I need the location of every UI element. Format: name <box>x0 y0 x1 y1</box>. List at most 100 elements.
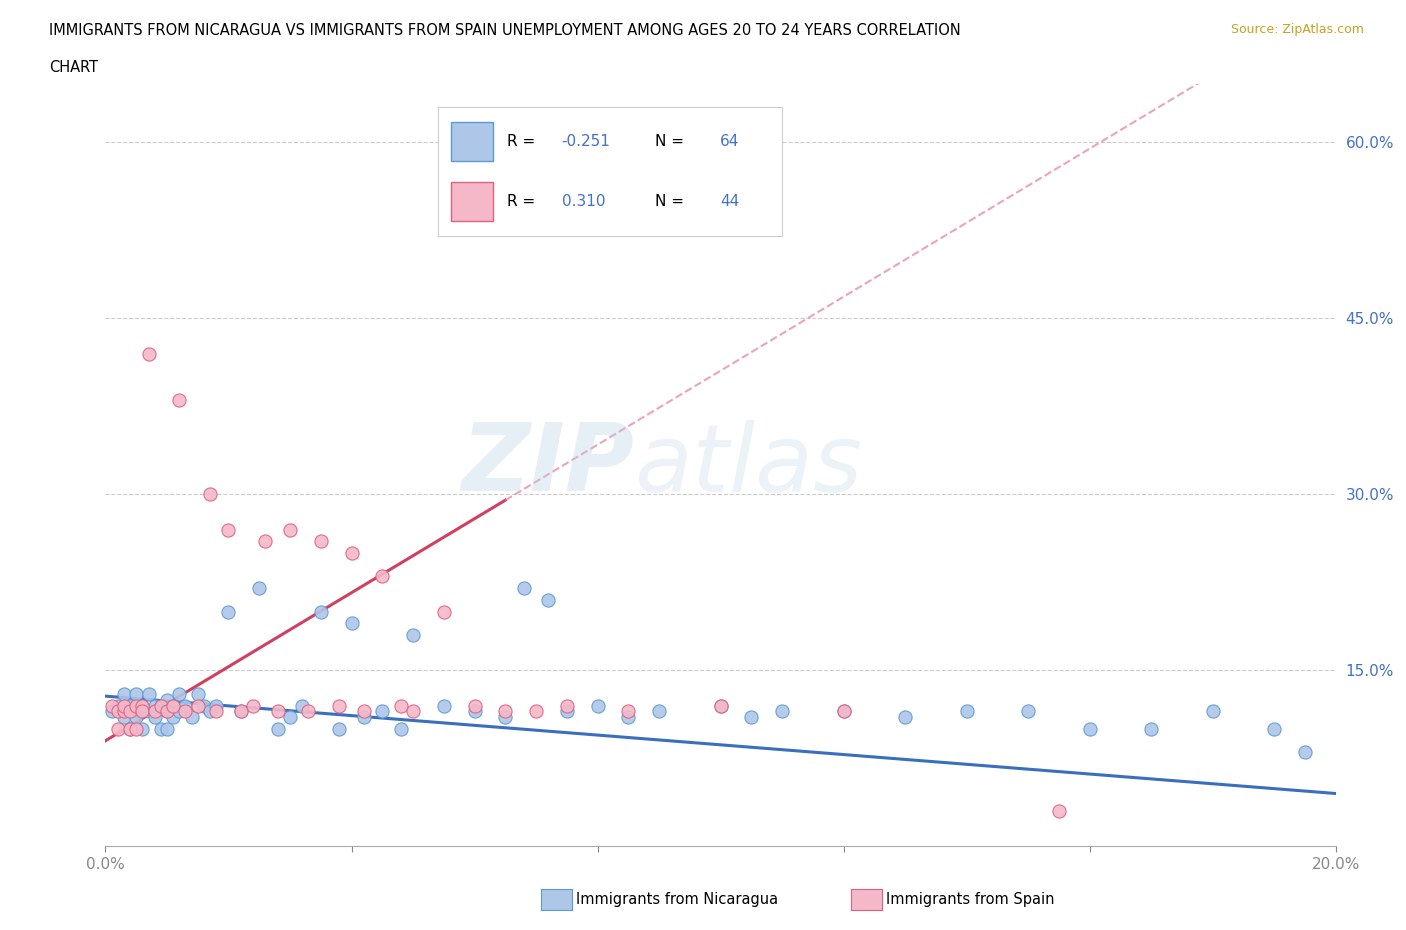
Point <box>402 628 425 643</box>
Point <box>770 704 793 719</box>
Point <box>107 704 129 719</box>
Text: Immigrants from Nicaragua: Immigrants from Nicaragua <box>576 892 779 907</box>
Point <box>328 698 350 713</box>
Text: atlas: atlas <box>634 419 863 511</box>
Point <box>537 592 560 607</box>
Point <box>740 710 762 724</box>
Point <box>107 698 129 713</box>
Point <box>524 704 547 719</box>
Point <box>254 534 277 549</box>
Point <box>138 346 160 361</box>
Point <box>187 698 209 713</box>
Point <box>120 698 141 713</box>
Point <box>149 698 172 713</box>
Point <box>169 393 191 408</box>
Point <box>464 704 486 719</box>
Point <box>174 698 197 713</box>
Point <box>402 704 425 719</box>
Point <box>267 704 290 719</box>
Point <box>125 686 148 701</box>
Point <box>513 580 536 595</box>
Text: Source: ZipAtlas.com: Source: ZipAtlas.com <box>1230 23 1364 36</box>
Point <box>389 698 412 713</box>
Point <box>198 487 221 502</box>
Point <box>180 710 202 724</box>
Point <box>278 522 301 537</box>
Point <box>138 704 160 719</box>
Text: CHART: CHART <box>49 60 98 75</box>
Point <box>464 698 486 713</box>
Point <box>229 704 252 719</box>
Point <box>242 698 264 713</box>
Point <box>138 686 160 701</box>
Point <box>100 704 122 719</box>
Point <box>371 704 394 719</box>
Point <box>371 569 394 584</box>
Point <box>832 704 855 719</box>
Point <box>125 698 148 713</box>
Point <box>710 698 733 713</box>
Point <box>389 722 412 737</box>
Point <box>131 698 153 713</box>
Point <box>278 710 301 724</box>
Point <box>131 698 153 713</box>
Point <box>187 686 209 701</box>
Point <box>131 722 153 737</box>
Point <box>156 722 179 737</box>
Point <box>1294 745 1316 760</box>
Point <box>353 710 375 724</box>
Point <box>1263 722 1285 737</box>
Point <box>340 546 363 561</box>
Point <box>291 698 314 713</box>
Point <box>494 710 516 724</box>
Text: IMMIGRANTS FROM NICARAGUA VS IMMIGRANTS FROM SPAIN UNEMPLOYMENT AMONG AGES 20 TO: IMMIGRANTS FROM NICARAGUA VS IMMIGRANTS … <box>49 23 960 38</box>
Point <box>131 704 153 719</box>
Point <box>107 722 129 737</box>
Point <box>205 704 228 719</box>
Point <box>267 722 290 737</box>
Point <box>433 604 456 619</box>
Point <box>617 704 640 719</box>
Text: ZIP: ZIP <box>461 419 634 511</box>
Point <box>112 686 135 701</box>
Point <box>156 704 179 719</box>
Point <box>156 704 179 719</box>
Point <box>169 686 191 701</box>
Point <box>143 704 166 719</box>
Point <box>710 698 733 713</box>
Point <box>125 704 148 719</box>
Point <box>433 698 456 713</box>
Point <box>125 722 148 737</box>
Point <box>894 710 917 724</box>
Point <box>494 704 516 719</box>
Point <box>1017 704 1039 719</box>
Point <box>353 704 375 719</box>
Point <box>1078 722 1101 737</box>
Point <box>125 710 148 724</box>
Point <box>1047 804 1070 818</box>
Point <box>309 534 332 549</box>
Point <box>120 722 141 737</box>
Point <box>555 704 578 719</box>
Point <box>328 722 350 737</box>
Point <box>143 710 166 724</box>
Point <box>156 692 179 707</box>
Point <box>162 698 184 713</box>
Point <box>120 722 141 737</box>
Point <box>198 704 221 719</box>
Point <box>229 704 252 719</box>
Point <box>143 698 166 713</box>
Point <box>162 710 184 724</box>
Point <box>218 522 240 537</box>
Point <box>169 704 191 719</box>
Point <box>100 698 122 713</box>
Point <box>112 704 135 719</box>
Text: Immigrants from Spain: Immigrants from Spain <box>886 892 1054 907</box>
Point <box>309 604 332 619</box>
Point <box>162 698 184 713</box>
Point <box>555 698 578 713</box>
Point <box>149 698 172 713</box>
Point <box>120 704 141 719</box>
Point <box>297 704 319 719</box>
Point <box>174 704 197 719</box>
